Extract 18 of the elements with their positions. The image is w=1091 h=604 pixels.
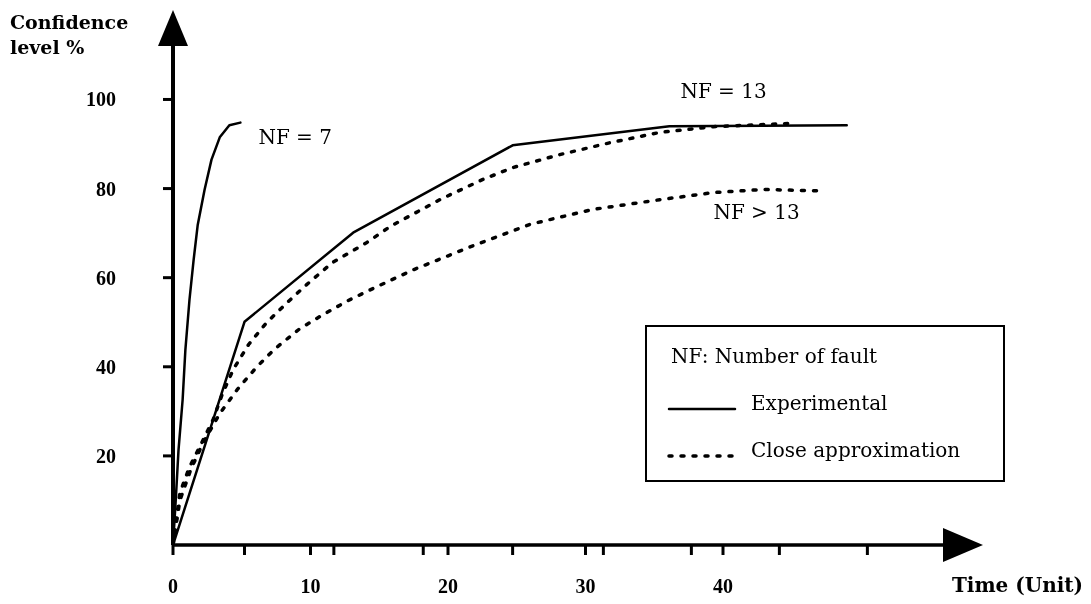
legend-title: NF: Number of fault (670, 343, 879, 370)
y-tick-label: 40 (96, 355, 116, 378)
x-tick-label: 10 (300, 575, 321, 597)
annotation: NF > 13 (713, 199, 800, 224)
y-tick-label: 80 (96, 177, 116, 200)
legend-label: Close approximation (751, 437, 961, 462)
legend-label: Experimental (751, 390, 888, 415)
y-tick-label: 20 (96, 444, 116, 467)
annotation: NF = 7 (258, 124, 332, 149)
y-axis-title: Confidence level % (10, 10, 130, 60)
x-tick-label: 30 (575, 575, 596, 597)
y-tick-label: 100 (86, 88, 116, 111)
x-tick-label: 20 (438, 575, 458, 597)
x-tick-label: 40 (713, 575, 733, 597)
x-tick-label: 0 (168, 575, 178, 597)
x-axis-title: Time (Unit) (951, 573, 1083, 597)
annotation: NF = 13 (680, 79, 767, 104)
y-tick-label: 60 (96, 266, 116, 289)
